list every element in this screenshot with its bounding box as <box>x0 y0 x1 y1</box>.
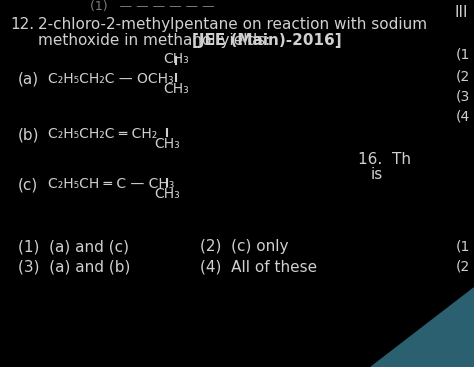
Text: (1: (1 <box>456 47 470 61</box>
Text: (3)  (a) and (b): (3) (a) and (b) <box>18 259 130 274</box>
Text: (b): (b) <box>18 127 39 142</box>
Text: (2: (2 <box>456 259 470 273</box>
Text: C₂H₅CH₂C ═ CH₂: C₂H₅CH₂C ═ CH₂ <box>48 127 157 141</box>
Text: CH₃: CH₃ <box>154 137 180 151</box>
Text: (2)  (c) only: (2) (c) only <box>200 239 289 254</box>
Text: III: III <box>455 5 468 20</box>
Text: (c): (c) <box>18 177 38 192</box>
Text: CH₃: CH₃ <box>154 187 180 201</box>
Text: (4)  All of these: (4) All of these <box>200 259 317 274</box>
Text: CH₃: CH₃ <box>163 82 189 96</box>
Text: (4: (4 <box>456 109 470 123</box>
Text: is: is <box>371 167 383 182</box>
Text: (1: (1 <box>456 239 470 253</box>
Text: methoxide in methanol yields:: methoxide in methanol yields: <box>38 33 280 48</box>
Text: (3: (3 <box>456 89 470 103</box>
Text: 2-chloro-2-methylpentane on reaction with sodium: 2-chloro-2-methylpentane on reaction wit… <box>38 17 427 32</box>
Text: (a): (a) <box>18 72 39 87</box>
Polygon shape <box>370 287 474 367</box>
Text: (1)  (a) and (c): (1) (a) and (c) <box>18 239 129 254</box>
Text: C₂H₅CH ═ C — CH₃: C₂H₅CH ═ C — CH₃ <box>48 177 174 191</box>
Text: (2: (2 <box>456 69 470 83</box>
Text: [JEE (Main)-2016]: [JEE (Main)-2016] <box>192 33 342 48</box>
Text: 12.: 12. <box>10 17 34 32</box>
Text: CH₃: CH₃ <box>163 52 189 66</box>
Text: 16.  Th: 16. Th <box>358 152 411 167</box>
Text: C₂H₅CH₂C — OCH₃: C₂H₅CH₂C — OCH₃ <box>48 72 173 86</box>
Text: (1)   — — — — — —: (1) — — — — — — <box>90 0 215 13</box>
